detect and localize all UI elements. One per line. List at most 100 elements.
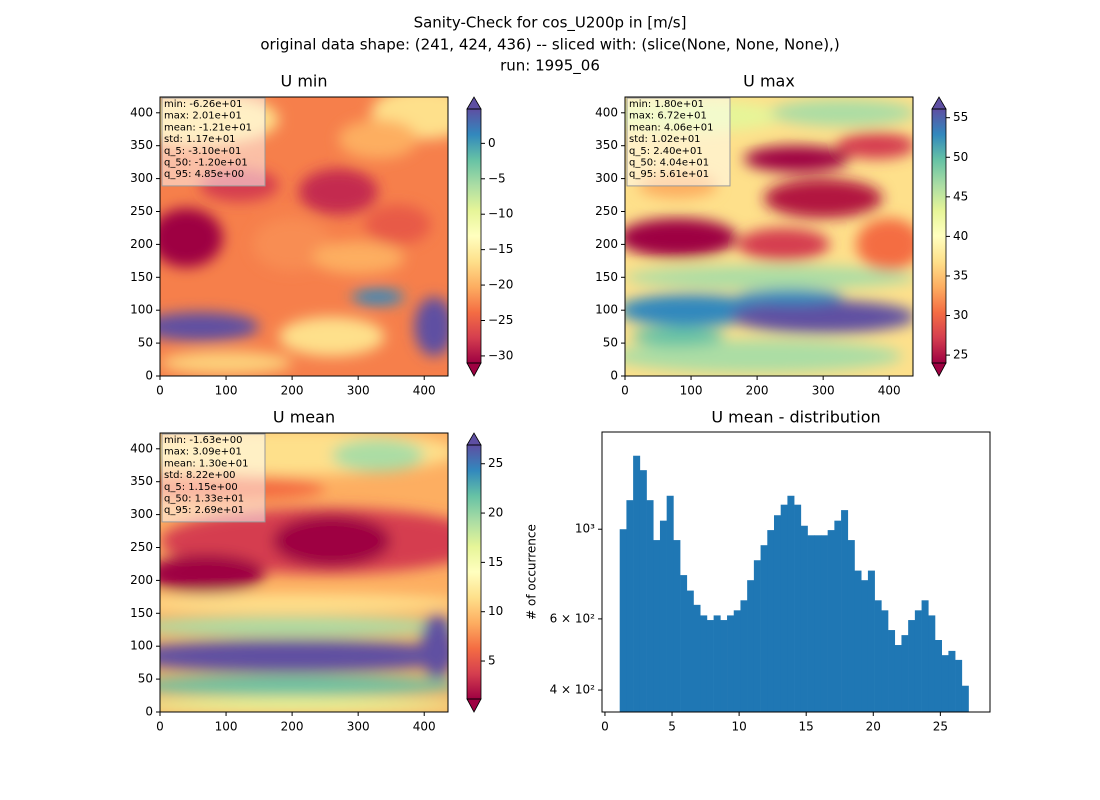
bar (800, 525, 808, 712)
stats-line: q_95: 5.61e+01 (629, 169, 709, 180)
stats-line: q_5: 2.40e+01 (629, 146, 703, 157)
image-region (625, 293, 764, 327)
y-tick-label: 100 (595, 303, 618, 317)
x-tick-label: 100 (215, 720, 238, 734)
bar (686, 590, 694, 712)
y-tick-label: 250 (130, 204, 153, 218)
colorbar-tick-label: −20 (488, 278, 513, 292)
axes-frame (601, 431, 991, 713)
y-tick-label: 0 (610, 369, 618, 383)
y-tick-label: 4 × 10² (550, 683, 596, 697)
bar (834, 520, 842, 712)
bar (914, 610, 922, 712)
y-tick-label: 400 (130, 105, 153, 119)
y-tick-label: 0 (145, 369, 153, 383)
bar (646, 500, 654, 712)
image (625, 97, 913, 376)
stats-box (161, 97, 266, 187)
x-tick-label: 400 (878, 384, 901, 398)
image-region (160, 675, 448, 696)
image-region (160, 312, 260, 342)
colorbar-tick-label: 50 (953, 150, 968, 164)
x-tick-label: 200 (281, 720, 304, 734)
bar (861, 580, 869, 712)
y-tick-label: 50 (603, 336, 618, 350)
colorbar-tick-label: 0 (488, 136, 496, 150)
bar (908, 620, 916, 712)
image-region (298, 168, 378, 215)
image-region (160, 639, 448, 673)
colorbar-tick-label: 10 (488, 604, 503, 618)
bar (928, 615, 936, 712)
stats-line: std: 8.22e+00 (164, 470, 236, 481)
axes-title: U mean (273, 408, 335, 427)
bar (901, 635, 909, 712)
image-region (338, 119, 418, 159)
x-tick-label: 25 (933, 720, 948, 734)
x-tick-label: 5 (668, 720, 676, 734)
bar (773, 515, 782, 712)
image-region (331, 438, 425, 472)
image-region (730, 300, 913, 334)
stats-line: q_95: 2.69e+01 (164, 505, 244, 516)
bar (659, 520, 667, 712)
bar (733, 610, 741, 712)
suptitle: original data shape: (241, 424, 436) -- … (260, 36, 839, 54)
bar (867, 570, 875, 712)
stats-line: mean: 1.30e+01 (164, 458, 248, 469)
colorbar-tick-label: 45 (953, 189, 968, 203)
colorbar-tick-label: 5 (488, 654, 496, 668)
colorbar-tick-label: 15 (488, 555, 503, 569)
bar (673, 540, 681, 712)
colorbar-tick-label: −30 (488, 348, 513, 362)
colorbar (932, 109, 946, 363)
stats-line: std: 1.02e+01 (629, 134, 701, 145)
image-region (364, 204, 431, 245)
image-region (743, 145, 850, 173)
axes-frame (159, 432, 449, 713)
y-tick-label: 200 (130, 237, 153, 251)
y-tick-label: 200 (130, 573, 153, 587)
x-tick-label: 0 (621, 384, 629, 398)
image-region (836, 132, 913, 159)
image-region (160, 208, 223, 268)
bar (794, 504, 802, 712)
y-tick-label: 50 (138, 336, 153, 350)
x-tick-label: 400 (413, 384, 436, 398)
bar (787, 495, 795, 712)
colorbar (467, 445, 481, 699)
y-tick-label: 300 (130, 171, 153, 185)
image-region (160, 554, 266, 594)
bar (706, 620, 714, 712)
bar (874, 600, 882, 712)
image-region (625, 218, 738, 258)
y-tick-label: 300 (130, 507, 153, 521)
y-tick-label: 400 (130, 441, 153, 455)
colorbar-tick-label: 35 (953, 268, 968, 282)
bar (888, 630, 896, 712)
colorbar-tick-label: 20 (488, 506, 503, 520)
bar (921, 600, 929, 712)
image-region (160, 350, 293, 375)
y-tick-label: 300 (595, 171, 618, 185)
bar (619, 529, 627, 712)
stats-line: q_50: 1.33e+01 (164, 494, 244, 505)
x-tick-label: 300 (347, 384, 370, 398)
y-tick-label: 250 (130, 540, 153, 554)
bar (760, 545, 768, 712)
y-tick-label: 400 (595, 105, 618, 119)
bar (653, 540, 661, 712)
axes-frame (624, 96, 914, 377)
y-tick-label: 200 (595, 237, 618, 251)
stats-line: mean: -1.21e+01 (164, 122, 252, 133)
colorbar-tick-label: −5 (488, 171, 506, 185)
colorbar-tick-label: −10 (488, 207, 513, 221)
y-tick-label: 10³ (575, 522, 595, 536)
colorbar-tick-label: 25 (953, 348, 968, 362)
y-axis-label: # of occurrence (525, 524, 539, 620)
y-tick-label: 150 (130, 606, 153, 620)
bar (941, 655, 949, 712)
bar (881, 610, 889, 712)
y-tick-label: 100 (130, 303, 153, 317)
